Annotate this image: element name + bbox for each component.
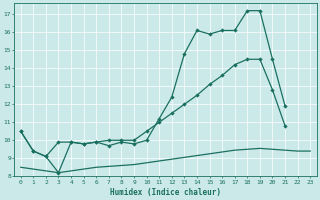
X-axis label: Humidex (Indice chaleur): Humidex (Indice chaleur) — [110, 188, 221, 197]
